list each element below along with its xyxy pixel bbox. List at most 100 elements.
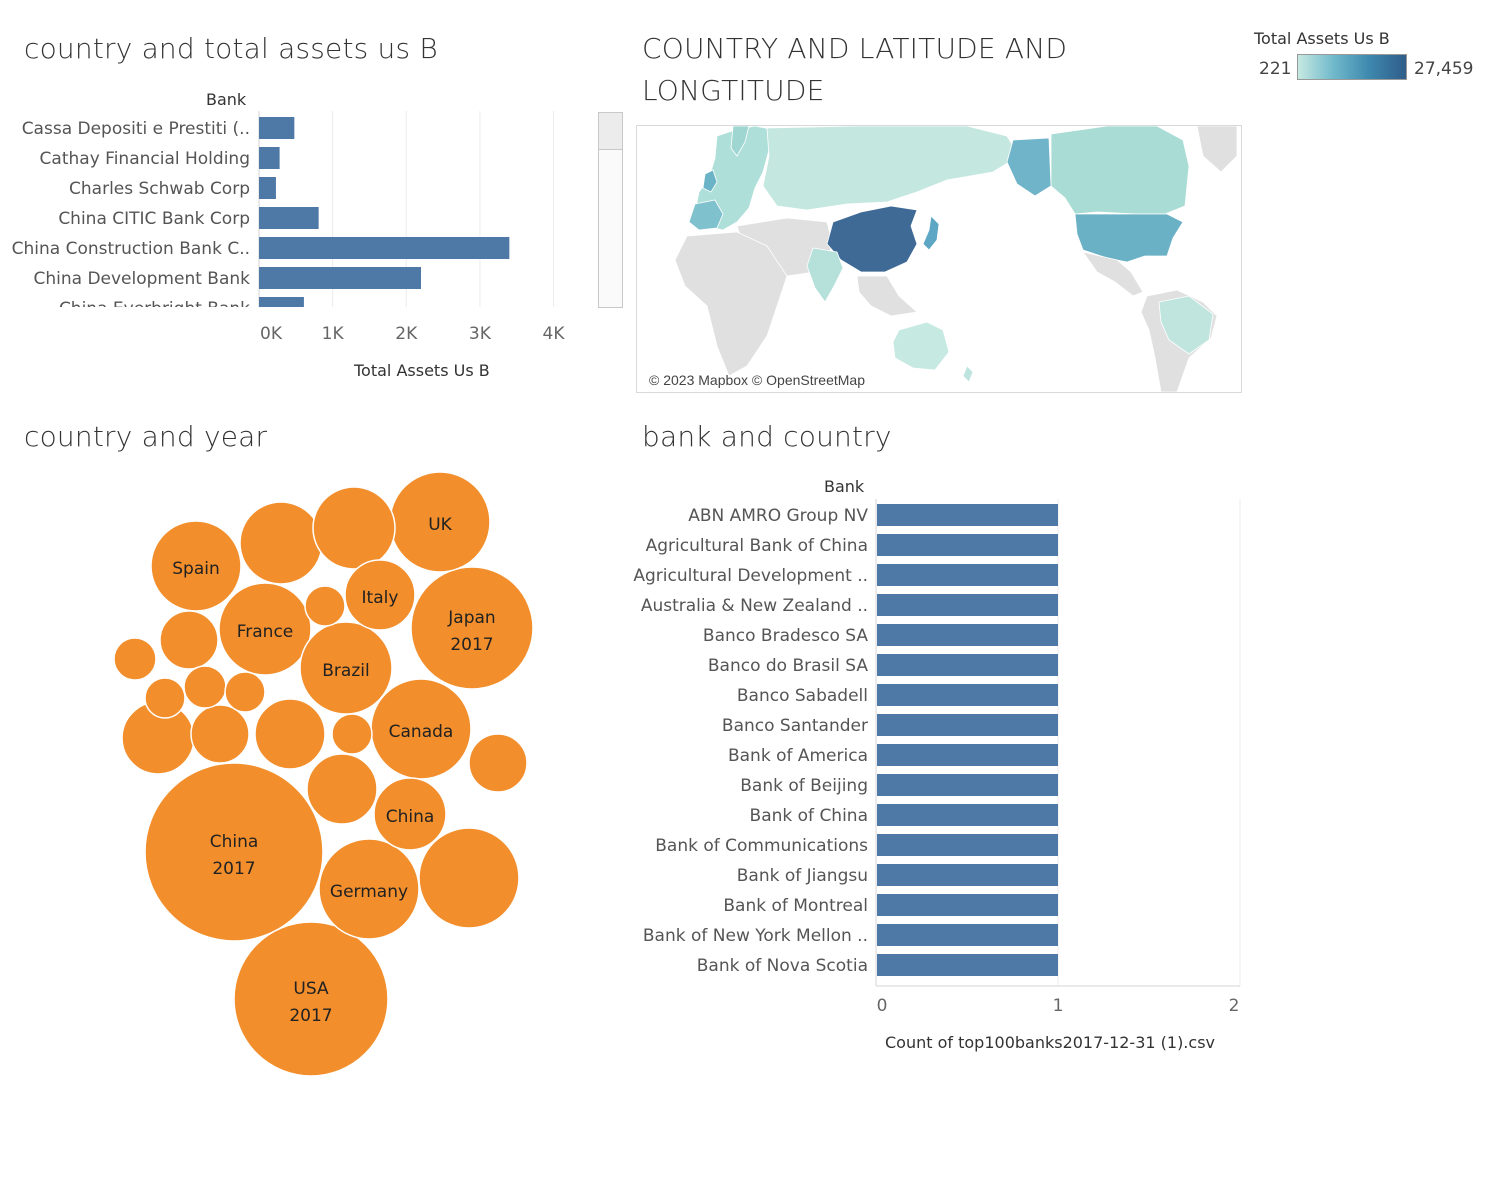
bank-bar[interactable]: [877, 504, 1058, 526]
map-alaska[interactable]: [1006, 137, 1052, 197]
country-bubble[interactable]: [144, 677, 186, 719]
bank-bar-label[interactable]: Bank of Jiangsu: [737, 866, 868, 886]
bank-bar[interactable]: [877, 834, 1058, 856]
assets-bar-label[interactable]: China Construction Bank C..: [12, 239, 250, 259]
assets-bar-label[interactable]: China Everbright Bank: [59, 299, 250, 319]
assets-bar[interactable]: [259, 117, 295, 139]
country-bubble[interactable]: [468, 733, 528, 793]
map-japan[interactable]: [922, 215, 940, 251]
country-bubble[interactable]: [299, 621, 393, 715]
bank-bar[interactable]: [877, 894, 1058, 916]
map-india[interactable]: [806, 247, 844, 303]
assets-bar-label[interactable]: China Development Bank: [33, 269, 250, 289]
assets-bar-label[interactable]: China CITIC Bank Corp: [58, 209, 250, 229]
bank-bar-label[interactable]: Banco Santander: [722, 716, 868, 736]
country-year-bubble-chart: China 2017 USA 2017 Japan 2017 UK Canada Germany…: [113, 471, 534, 1077]
country-bubble[interactable]: [418, 827, 520, 929]
map-central-america[interactable]: [1082, 251, 1144, 297]
assets-row-header: Bank: [206, 90, 247, 109]
bank-bar-label[interactable]: Bank of Montreal: [723, 896, 868, 916]
assets-bar-label[interactable]: Cathay Financial Holding: [40, 149, 250, 169]
map-canada[interactable]: [1050, 126, 1190, 215]
bank-bar-label[interactable]: Bank of Nova Scotia: [697, 956, 868, 976]
map-new-zealand[interactable]: [962, 365, 974, 383]
map-australia[interactable]: [892, 321, 950, 371]
bank-bar[interactable]: [877, 804, 1058, 826]
bank-bar[interactable]: [877, 594, 1058, 616]
country-bubble[interactable]: [144, 762, 324, 942]
map-canvas[interactable]: [637, 126, 1241, 392]
bank-bar[interactable]: [877, 684, 1058, 706]
assets-bar-label[interactable]: Charles Schwab Corp: [69, 179, 250, 199]
bank-bar-label[interactable]: Agricultural Bank of China: [646, 536, 868, 556]
country-bubble[interactable]: [224, 671, 266, 713]
assets-scrollbar[interactable]: [598, 112, 623, 308]
assets-bar[interactable]: [259, 267, 421, 289]
country-bubble[interactable]: [190, 704, 250, 764]
assets-x-tick-label: 0K: [260, 324, 283, 344]
country-bubble[interactable]: [304, 585, 346, 627]
bank-bar-label[interactable]: Banco Sabadell: [737, 686, 868, 706]
country-bubble[interactable]: [410, 566, 534, 690]
bank-bar-label[interactable]: Agricultural Development ..: [633, 566, 868, 586]
map-usa[interactable]: [1074, 213, 1184, 263]
bank-bar-label[interactable]: Bank of Beijing: [740, 776, 868, 796]
assets-bar[interactable]: [259, 297, 304, 319]
bank-x-tick-label: 1: [1053, 996, 1064, 1016]
bank-bar[interactable]: [877, 924, 1058, 946]
map-southeast-asia[interactable]: [856, 275, 918, 317]
bank-bar[interactable]: [877, 954, 1058, 976]
bank-bar[interactable]: [877, 624, 1058, 646]
country-bubble[interactable]: [373, 777, 447, 851]
map-scandinavia[interactable]: [730, 126, 750, 157]
assets-scrollbar-thumb[interactable]: [599, 113, 622, 150]
country-bubble[interactable]: [233, 921, 389, 1077]
bank-bar[interactable]: [877, 564, 1058, 586]
country-bubble[interactable]: [344, 559, 416, 631]
world-choropleth-map[interactable]: © 2023 Mapbox © OpenStreetMap: [636, 125, 1242, 393]
bank-bar[interactable]: [877, 654, 1058, 676]
country-bubble[interactable]: [150, 520, 242, 612]
bank-bar[interactable]: [877, 744, 1058, 766]
map-legend-max: 27,459: [1414, 59, 1474, 79]
map-panel-title-line2: LONGTITUDE: [642, 74, 825, 107]
bank-bar-label[interactable]: Bank of China: [750, 806, 868, 826]
map-attribution[interactable]: © 2023 Mapbox © OpenStreetMap: [649, 372, 865, 388]
country-bubble[interactable]: [218, 582, 312, 676]
assets-panel-title: country and total assets us B: [24, 32, 438, 65]
map-africa[interactable]: [674, 231, 788, 377]
bank-bar-label[interactable]: Bank of America: [728, 746, 868, 766]
assets-x-tick-label: 2K: [395, 324, 418, 344]
map-uk[interactable]: [702, 169, 718, 193]
bank-bar-label[interactable]: Banco do Brasil SA: [708, 656, 868, 676]
bank-bar[interactable]: [877, 864, 1058, 886]
bank-bar-label[interactable]: ABN AMRO Group NV: [688, 506, 868, 526]
assets-bar[interactable]: [259, 207, 319, 229]
bank-bar-label[interactable]: Bank of New York Mellon ..: [643, 926, 868, 946]
country-bubble[interactable]: [159, 610, 219, 670]
map-france-spain[interactable]: [688, 199, 724, 231]
assets-bar-label[interactable]: Cassa Depositi e Prestiti (..: [22, 119, 250, 139]
bank-bar[interactable]: [877, 714, 1058, 736]
bank-bar[interactable]: [877, 774, 1058, 796]
bank-bar-label[interactable]: Bank of Communications: [655, 836, 868, 856]
bank-x-tick-label: 0: [877, 996, 888, 1016]
country-bubble[interactable]: [254, 698, 326, 770]
country-bubble[interactable]: [113, 637, 157, 681]
map-brazil[interactable]: [1158, 295, 1214, 355]
country-bubble[interactable]: [312, 486, 396, 570]
assets-bar[interactable]: [259, 237, 510, 259]
country-bubble[interactable]: [318, 838, 420, 940]
map-russia[interactable]: [762, 126, 1020, 211]
country-bubble[interactable]: [306, 753, 378, 825]
bubble-country-label: Italy: [362, 588, 399, 608]
assets-bar[interactable]: [259, 177, 276, 199]
bank-bar-label[interactable]: Banco Bradesco SA: [703, 626, 868, 646]
bank-bar-label[interactable]: Australia & New Zealand ..: [641, 596, 868, 616]
country-bubble[interactable]: [331, 713, 373, 755]
bankcountry-row-header: Bank: [824, 477, 865, 496]
bank-bar[interactable]: [877, 534, 1058, 556]
bubble-country-label: Spain: [172, 559, 220, 579]
assets-bar[interactable]: [259, 147, 280, 169]
map-greenland[interactable]: [1196, 126, 1238, 173]
